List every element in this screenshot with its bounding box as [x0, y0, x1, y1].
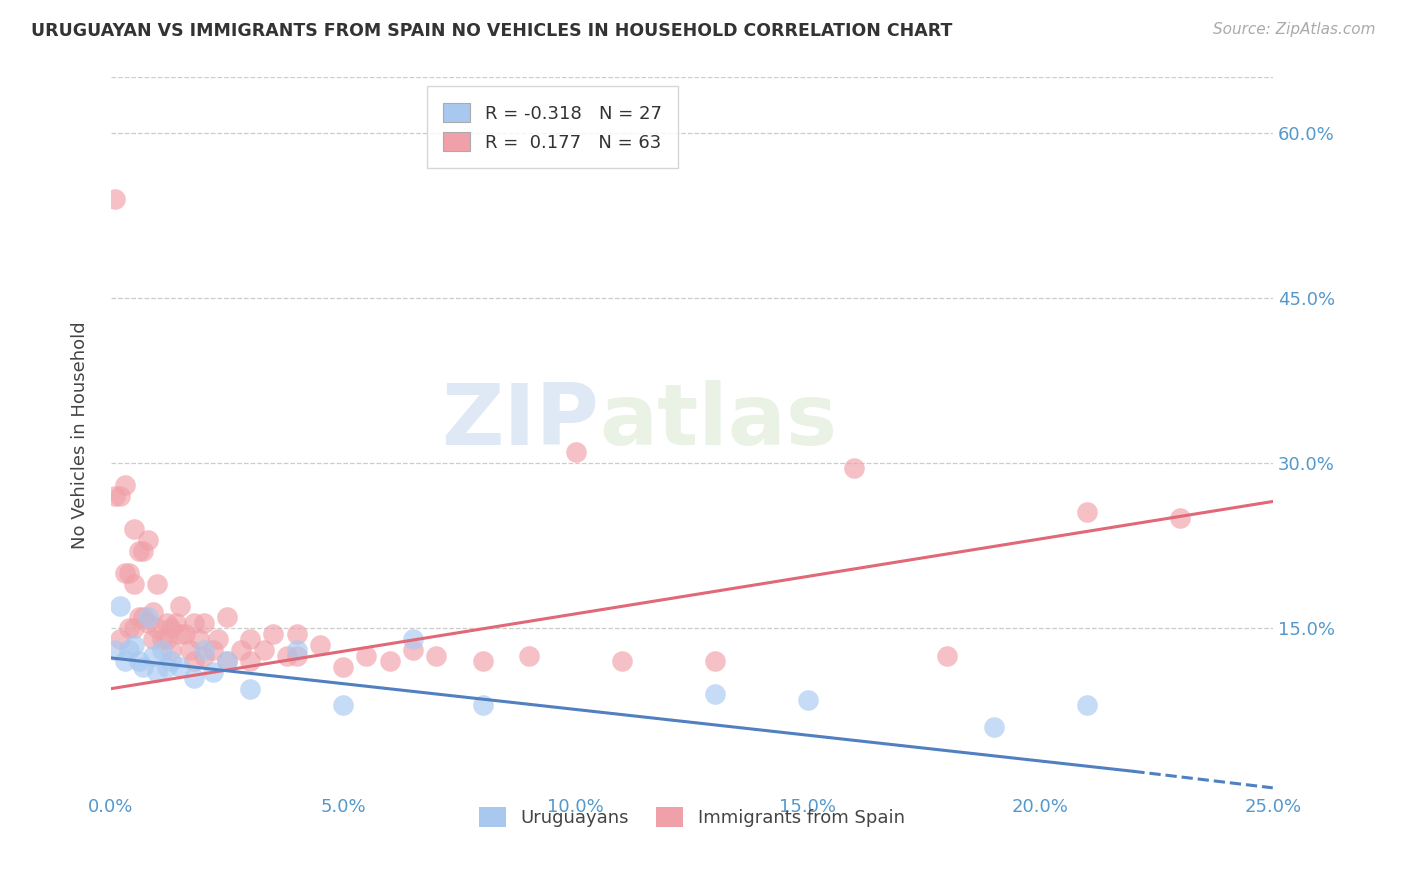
Point — [276, 648, 298, 663]
Point — [183, 654, 205, 668]
Point — [202, 643, 225, 657]
Point — [142, 648, 165, 663]
Point — [146, 577, 169, 591]
Point — [285, 648, 308, 663]
Point — [169, 599, 191, 613]
Point — [207, 632, 229, 647]
Point — [844, 461, 866, 475]
Point — [155, 659, 177, 673]
Point — [215, 654, 238, 668]
Point — [169, 626, 191, 640]
Point — [136, 533, 159, 547]
Point — [146, 621, 169, 635]
Point — [104, 192, 127, 206]
Point — [356, 648, 378, 663]
Point — [183, 615, 205, 630]
Point — [983, 720, 1005, 734]
Point — [188, 632, 211, 647]
Point — [704, 687, 727, 701]
Point — [797, 692, 820, 706]
Point — [239, 681, 262, 696]
Point — [136, 610, 159, 624]
Point — [193, 615, 215, 630]
Point — [122, 522, 145, 536]
Point — [332, 698, 354, 713]
Point — [122, 621, 145, 635]
Point — [155, 632, 177, 647]
Point — [128, 654, 150, 668]
Point — [142, 632, 165, 647]
Point — [1168, 511, 1191, 525]
Point — [132, 610, 155, 624]
Point — [150, 643, 173, 657]
Point — [202, 665, 225, 680]
Point — [285, 626, 308, 640]
Point — [118, 643, 141, 657]
Point — [471, 654, 494, 668]
Text: Source: ZipAtlas.com: Source: ZipAtlas.com — [1212, 22, 1375, 37]
Point — [160, 654, 183, 668]
Point — [378, 654, 401, 668]
Point — [160, 643, 183, 657]
Point — [215, 610, 238, 624]
Point — [104, 489, 127, 503]
Point — [425, 648, 447, 663]
Point — [150, 632, 173, 647]
Point — [108, 489, 131, 503]
Point — [114, 566, 136, 580]
Point — [128, 544, 150, 558]
Point — [239, 632, 262, 647]
Point — [332, 659, 354, 673]
Point — [114, 654, 136, 668]
Point — [114, 478, 136, 492]
Text: atlas: atlas — [599, 380, 837, 463]
Point — [1076, 698, 1098, 713]
Point — [239, 654, 262, 668]
Point — [471, 698, 494, 713]
Point — [160, 621, 183, 635]
Point — [193, 648, 215, 663]
Point — [132, 544, 155, 558]
Point — [179, 643, 201, 657]
Point — [136, 615, 159, 630]
Point — [174, 626, 197, 640]
Point — [165, 615, 187, 630]
Point — [1076, 506, 1098, 520]
Point — [936, 648, 959, 663]
Point — [285, 643, 308, 657]
Point — [155, 615, 177, 630]
Point — [142, 605, 165, 619]
Point — [309, 638, 332, 652]
Point — [229, 643, 252, 657]
Point — [564, 445, 586, 459]
Point — [118, 621, 141, 635]
Point — [402, 643, 425, 657]
Y-axis label: No Vehicles in Household: No Vehicles in Household — [72, 322, 89, 549]
Point — [262, 626, 284, 640]
Point — [610, 654, 633, 668]
Text: ZIP: ZIP — [441, 380, 599, 463]
Text: URUGUAYAN VS IMMIGRANTS FROM SPAIN NO VEHICLES IN HOUSEHOLD CORRELATION CHART: URUGUAYAN VS IMMIGRANTS FROM SPAIN NO VE… — [31, 22, 952, 40]
Point — [122, 577, 145, 591]
Point — [108, 632, 131, 647]
Point — [215, 654, 238, 668]
Point — [146, 665, 169, 680]
Point — [118, 566, 141, 580]
Point — [104, 643, 127, 657]
Point — [183, 671, 205, 685]
Point — [193, 643, 215, 657]
Legend: Uruguayans, Immigrants from Spain: Uruguayans, Immigrants from Spain — [472, 800, 912, 834]
Point — [132, 659, 155, 673]
Point — [402, 632, 425, 647]
Point — [253, 643, 276, 657]
Point — [128, 610, 150, 624]
Point — [704, 654, 727, 668]
Point — [108, 599, 131, 613]
Point — [122, 638, 145, 652]
Point — [517, 648, 540, 663]
Point — [169, 659, 191, 673]
